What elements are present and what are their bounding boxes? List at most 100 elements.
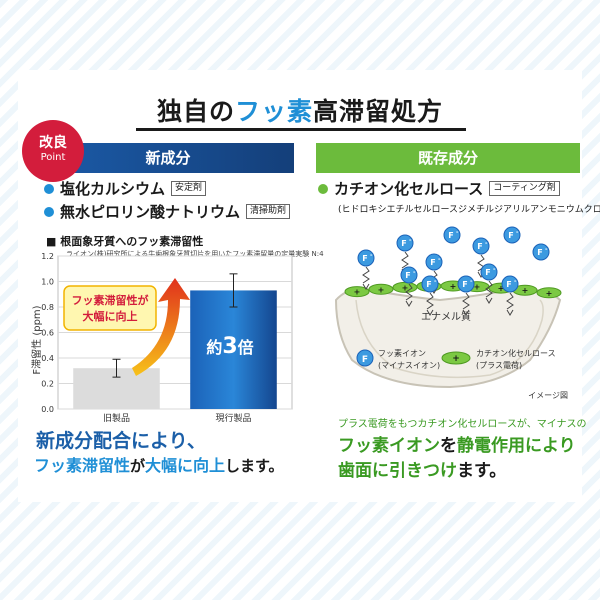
negative-charge: - <box>514 278 517 285</box>
attraction-squiggle <box>485 280 493 298</box>
page-title: 独自のフッ素高滞留処方 <box>156 97 444 126</box>
callout-line-2: 大幅に向上 <box>83 309 138 323</box>
arrow-head-icon <box>362 283 370 290</box>
fluoride-symbol: F <box>405 271 410 280</box>
fluoride-symbol: F <box>477 242 482 251</box>
fluoride-ion-icon <box>532 243 550 261</box>
x-tick-labels: 旧製品 現行製品 <box>103 412 252 424</box>
y-tick-label: 0.4 <box>41 354 54 363</box>
legend-plus-symbol: + <box>452 354 460 364</box>
error-bars <box>112 273 238 378</box>
x-tick-label: 現行製品 <box>215 412 251 424</box>
plus-charge: + <box>498 284 505 293</box>
negative-charge: - <box>434 278 437 285</box>
negative-charge: - <box>409 237 412 244</box>
chart-source-note: ライオン(株)研究所による牛歯根象牙質切片を用いたフッ素滞留量の定量実験 N:4 <box>66 250 324 258</box>
existing-ingredient-header: 既存成分 <box>316 143 580 173</box>
bullet-icon <box>44 206 54 217</box>
fluoride-symbol: F <box>537 248 542 257</box>
chart-title: ■ 根面象牙質へのフッ素滞留性 <box>46 235 204 248</box>
callout-line-1: フッ素滞留性が <box>72 293 149 307</box>
fluoride-ion-icon <box>443 226 461 244</box>
attraction-squiggle <box>405 283 413 301</box>
y-tick-label: 0.8 <box>41 303 54 312</box>
fluoride-ion-icon <box>425 253 443 271</box>
y-tick-label: 1.2 <box>41 252 54 261</box>
attraction-squiggle <box>362 266 370 284</box>
cellulose-oval <box>368 283 394 295</box>
fluoride-symbol: F <box>448 231 453 240</box>
ingredient-calcium-chloride: 塩化カルシウム 安定剤 <box>44 178 207 199</box>
legend-fluoride-line-2: (マイナスイオン) <box>378 361 440 370</box>
legend-cellulose-line-2: (プラス電荷) <box>476 360 522 370</box>
y-tick-label: 0.2 <box>41 380 54 389</box>
bar <box>190 290 277 409</box>
negative-charge: - <box>485 240 488 247</box>
ingredient-pyrophosphate: 無水ピロリン酸ナトリウム 清掃助剤 <box>44 201 291 222</box>
fluoride-symbol: F <box>506 280 511 289</box>
left-lead-line-2: フッ素滞留性が大幅に向上します。 <box>34 456 284 475</box>
plus-charge: + <box>522 286 529 295</box>
fluoride-ion-icon <box>472 237 490 255</box>
fluoride-symbol: F <box>426 280 431 289</box>
negative-charge: - <box>516 229 519 236</box>
ingredient-name: 塩化カルシウム <box>60 180 166 198</box>
ingredient-tag: 安定剤 <box>171 181 207 196</box>
negative-charge: - <box>413 269 416 276</box>
plus-charge: + <box>402 283 409 292</box>
attraction-squiggle <box>462 292 470 310</box>
fluoride-symbol: F <box>508 231 513 240</box>
y-tick-label: 0.0 <box>41 405 54 414</box>
negative-charge: - <box>545 246 548 253</box>
arrow-head-icon <box>405 300 413 307</box>
fluoride-symbol: F <box>462 280 467 289</box>
right-lead-line-2: フッ素イオンを静電作用により <box>338 436 576 456</box>
image-note: イメージ図 <box>528 391 568 400</box>
negative-charge: - <box>370 252 373 259</box>
negative-charge: - <box>438 256 441 263</box>
y-axis-label: F滞留性 (ppm) <box>30 305 43 374</box>
ingredient-name: 無水ピロリン酸ナトリウム <box>60 203 241 221</box>
cellulose-oval <box>344 286 370 298</box>
ingredient-tag: 清掃助剤 <box>246 204 291 219</box>
arrow-head-icon <box>485 297 493 304</box>
fluoride-ion-icon <box>396 234 414 252</box>
title-underline <box>136 128 466 131</box>
multiplier-label: 約3倍 <box>206 334 253 359</box>
y-tick-label: 0.6 <box>41 329 54 338</box>
fluoride-ion-icon <box>480 263 498 281</box>
ingredient-name: カチオン化セルロース <box>334 180 484 198</box>
legend-f-symbol: F <box>362 355 368 365</box>
fluoride-ion-icon <box>457 275 475 293</box>
arrow-head-icon <box>462 309 470 316</box>
legend-fluoride-line-1: フッ素イオン <box>378 348 426 358</box>
bullet-icon <box>44 183 54 194</box>
negative-charge: - <box>456 229 459 236</box>
fluoride-symbol: F <box>401 239 406 248</box>
attraction-squiggle <box>426 292 434 310</box>
legend-cellulose-icon <box>441 351 471 365</box>
increase-arrow-icon <box>132 278 190 376</box>
new-ingredient-header: 新成分 <box>42 143 294 173</box>
bullet-icon <box>318 183 328 194</box>
badge-label: 改良 <box>39 135 67 151</box>
y-tick-label: 1.0 <box>41 278 54 287</box>
fluoride-ion-icon <box>400 266 418 284</box>
negative-charge: - <box>470 278 473 285</box>
attraction-squiggle <box>506 292 514 310</box>
tooth-enamel-shape <box>334 286 562 389</box>
plus-charge: + <box>546 289 553 298</box>
negative-charge: - <box>493 266 496 273</box>
callout-box <box>63 285 157 331</box>
badge-sublabel: Point <box>40 152 66 163</box>
fluoride-symbol: F <box>430 258 435 267</box>
arrow-head-icon <box>426 309 434 316</box>
improvement-badge: 改良 Point <box>22 120 84 182</box>
plus-charge: + <box>354 288 361 297</box>
fluoride-ion-icon <box>503 226 521 244</box>
enamel-inner-curve <box>355 299 544 379</box>
x-tick-label: 旧製品 <box>103 412 130 424</box>
fluoride-symbol: F <box>485 268 490 277</box>
plus-charge: + <box>474 283 481 292</box>
